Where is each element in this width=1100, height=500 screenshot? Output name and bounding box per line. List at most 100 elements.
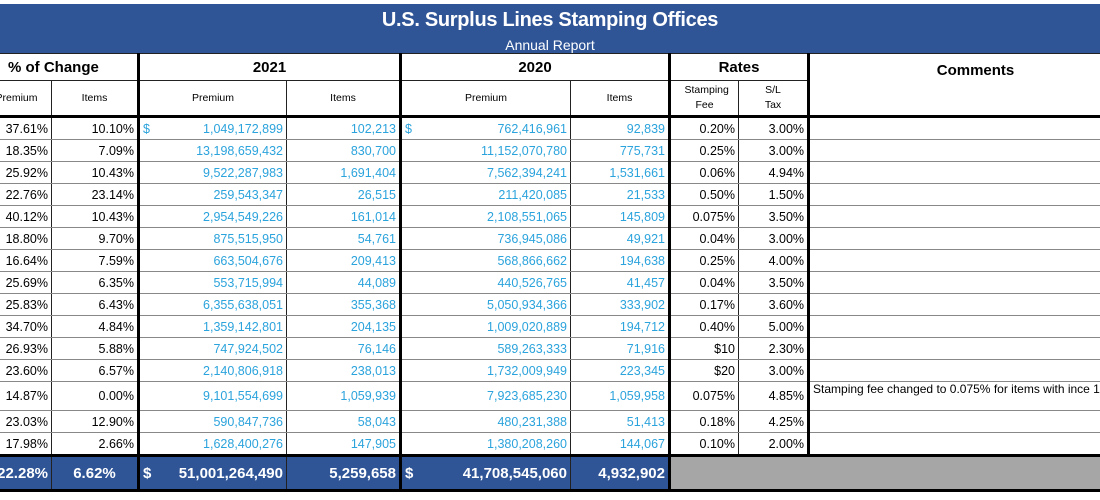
sl-tax: 4.85%	[737, 381, 810, 411]
header-row-columns: Premium Items Premium Items Premium Item…	[0, 80, 1100, 118]
total-premium-2020: $41,708,545,060	[399, 454, 571, 492]
items-2021: 238,013	[286, 359, 401, 382]
stamping-fee: 0.17%	[668, 293, 739, 316]
sl-tax: 3.60%	[737, 293, 810, 316]
pct-change-items: 0.00%	[51, 381, 139, 411]
stamping-fee: 0.04%	[668, 227, 739, 250]
comment: Stamping fee changed to 0.075% for items…	[807, 381, 1100, 411]
premium-value: 41,708,545,060	[462, 464, 567, 482]
pct-change-premium: 22.76%	[0, 183, 52, 206]
items-2021: 830,700	[286, 139, 401, 162]
items-2020: 51,413	[570, 410, 670, 433]
header-stamping-fee: Stamping Fee	[668, 80, 739, 118]
pct-change-premium: 26.93%	[0, 337, 52, 360]
table-row: 18.80% 9.70% 875,515,950 54,761 736,945,086 4…	[0, 227, 1100, 250]
sl-tax: 3.00%	[737, 227, 810, 250]
premium-2020: 736,945,086	[399, 227, 571, 250]
comment	[807, 293, 1100, 316]
table-row: 23.03% 12.90% 590,847,736 58,043 480,231,388…	[0, 410, 1100, 433]
comment	[807, 249, 1100, 272]
premium-2021: 259,543,347	[137, 183, 287, 206]
comment	[807, 116, 1100, 140]
table-row: 18.35% 7.09% 13,198,659,432 830,700 11,152,0…	[0, 139, 1100, 162]
premium-value: 5,050,934,366	[487, 297, 567, 312]
premium-value: 747,924,502	[213, 341, 283, 356]
premium-value: 51,001,264,490	[178, 464, 283, 482]
premium-value: 13,198,659,432	[196, 143, 283, 158]
items-2021: 1,059,939	[286, 381, 401, 411]
premium-2020: 1,732,009,949	[399, 359, 571, 382]
items-2020: 21,533	[570, 183, 670, 206]
stamping-fee: 0.10%	[668, 432, 739, 456]
stamping-fee: 0.20%	[668, 116, 739, 140]
comment-text: Stamping fee changed to 0.075% for items…	[813, 382, 1100, 397]
premium-value: 259,543,347	[213, 187, 283, 202]
items-2020: 92,839	[570, 116, 670, 140]
sl-tax: 2.30%	[737, 337, 810, 360]
header-2020-items: Items	[570, 80, 670, 118]
pct-change-items: 12.90%	[51, 410, 139, 433]
sl-tax: 2.00%	[737, 432, 810, 456]
items-2020: 194,712	[570, 315, 670, 338]
premium-value: 553,715,994	[213, 275, 283, 290]
sl-tax-label: S/L Tax	[764, 84, 782, 111]
comment	[807, 271, 1100, 294]
items-2020: 41,457	[570, 271, 670, 294]
table-row: 17.98% 2.66% 1,628,400,276 147,905 1,380,208…	[0, 432, 1100, 456]
sl-tax: 4.00%	[737, 249, 810, 272]
premium-2021: 6,355,638,051	[137, 293, 287, 316]
items-2021: 102,213	[286, 116, 401, 140]
stamping-fee: 0.06%	[668, 161, 739, 184]
sl-tax: 3.00%	[737, 116, 810, 140]
premium-value: 736,945,086	[497, 231, 567, 246]
premium-2021: 590,847,736	[137, 410, 287, 433]
header-sl-tax: S/L Tax	[737, 80, 810, 118]
premium-value: 1,628,400,276	[203, 436, 283, 451]
pct-change-items: 2.66%	[51, 432, 139, 456]
items-2021: 54,761	[286, 227, 401, 250]
premium-2021: 2,954,549,226	[137, 205, 287, 228]
items-2020: 1,059,958	[570, 381, 670, 411]
premium-value: 7,923,685,230	[487, 389, 567, 403]
premium-value: 1,359,142,801	[203, 319, 283, 334]
total-row: 22.28% 6.62% $51,001,264,490 5,259,658 $41,7…	[0, 454, 1100, 492]
pct-change-premium: 25.92%	[0, 161, 52, 184]
pct-change-items: 6.35%	[51, 271, 139, 294]
premium-value: 762,416,961	[497, 121, 567, 136]
premium-value: 9,101,554,699	[203, 389, 283, 403]
pct-change-items: 5.88%	[51, 337, 139, 360]
premium-2020: 1,009,020,889	[399, 315, 571, 338]
premium-value: 2,140,806,918	[203, 363, 283, 378]
report-subtitle: Annual Report	[505, 37, 595, 53]
items-2021: 1,691,404	[286, 161, 401, 184]
stamping-fee: 0.25%	[668, 249, 739, 272]
table-row: 40.12% 10.43% 2,954,549,226 161,014 2,108,55…	[0, 205, 1100, 228]
pct-change-premium: 40.12%	[0, 205, 52, 228]
items-2020: 49,921	[570, 227, 670, 250]
table-row: 22.76% 23.14% 259,543,347 26,515 211,420,085…	[0, 183, 1100, 206]
premium-2020: 7,923,685,230	[399, 381, 571, 411]
stamping-fee: 0.075%	[668, 381, 739, 411]
table-row: 23.60% 6.57% 2,140,806,918 238,013 1,732,009…	[0, 359, 1100, 382]
items-2020: 333,902	[570, 293, 670, 316]
pct-change-items: 6.57%	[51, 359, 139, 382]
header-2020-premium: Premium	[399, 80, 571, 118]
pct-change-premium: 25.83%	[0, 293, 52, 316]
items-2021: 76,146	[286, 337, 401, 360]
comment	[807, 410, 1100, 433]
pct-change-items: 9.70%	[51, 227, 139, 250]
stamping-fee: 0.50%	[668, 183, 739, 206]
items-2020: 223,345	[570, 359, 670, 382]
pct-change-items: 4.84%	[51, 315, 139, 338]
table-row: 25.83% 6.43% 6,355,638,051 355,368 5,050,934…	[0, 293, 1100, 316]
premium-value: 480,231,388	[497, 414, 567, 429]
premium-2020: 11,152,070,780	[399, 139, 571, 162]
premium-2021: 875,515,950	[137, 227, 287, 250]
premium-value: 1,732,009,949	[487, 363, 567, 378]
items-2021: 147,905	[286, 432, 401, 456]
items-2020: 1,531,661	[570, 161, 670, 184]
items-2021: 44,089	[286, 271, 401, 294]
premium-2020: 440,526,765	[399, 271, 571, 294]
sl-tax: 3.00%	[737, 139, 810, 162]
items-2021: 209,413	[286, 249, 401, 272]
